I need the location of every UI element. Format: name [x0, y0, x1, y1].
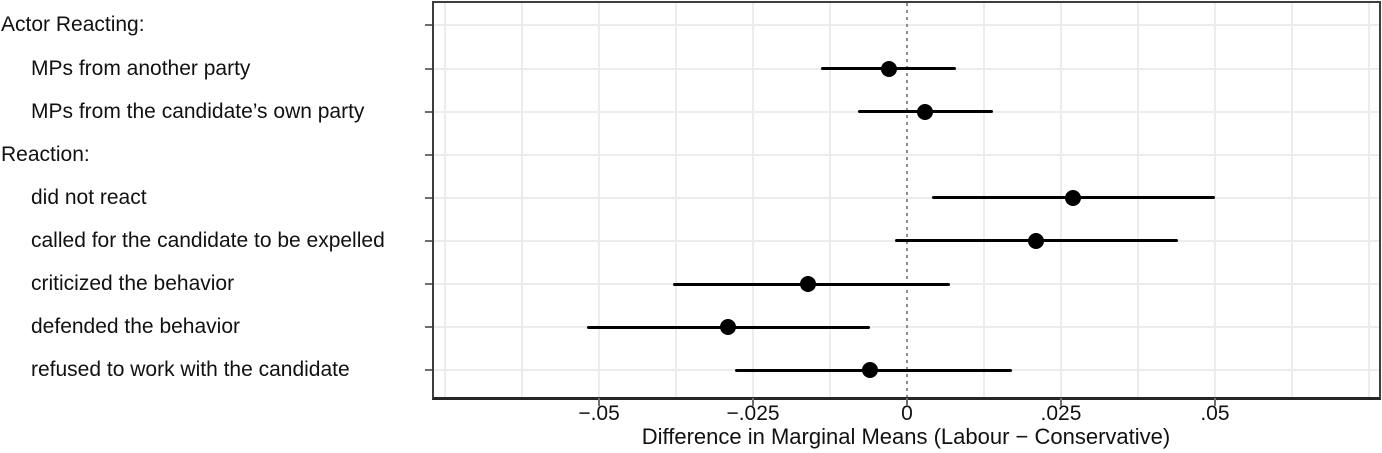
- grid-line-vertical: [444, 3, 447, 397]
- x-axis-tick: [1213, 398, 1216, 406]
- x-axis-tick-label: −.025: [726, 402, 780, 425]
- y-axis-tick: [425, 326, 434, 329]
- x-axis-tick-label: .05: [1200, 402, 1230, 425]
- row-label: called for the candidate to be expelled: [31, 228, 385, 252]
- zero-reference-line: [906, 3, 908, 397]
- grid-line-vertical: [1213, 3, 1216, 397]
- row-label: refused to work with the candidate: [31, 358, 350, 382]
- row-label: criticized the behavior: [31, 272, 235, 295]
- x-axis-tick: [598, 398, 601, 406]
- point-estimate: [720, 319, 737, 336]
- y-axis-tick: [425, 110, 434, 113]
- grid-line-vertical: [1059, 3, 1062, 397]
- y-axis-tick: [425, 369, 434, 372]
- grid-line-vertical: [982, 3, 985, 397]
- grid-line-vertical: [598, 3, 601, 397]
- x-axis-tick-label: −.05: [578, 402, 620, 425]
- point-estimate: [880, 60, 897, 77]
- y-axis-tick: [425, 24, 434, 27]
- point-estimate: [1028, 232, 1045, 249]
- grid-line-vertical: [1367, 3, 1370, 397]
- grid-line-vertical: [752, 3, 755, 397]
- row-label: MPs from another party: [31, 56, 251, 80]
- x-axis-title: Difference in Marginal Means (Labour − C…: [641, 424, 1171, 449]
- row-group-header: Actor Reacting:: [1, 13, 145, 37]
- y-axis-tick: [425, 239, 434, 242]
- point-estimate: [1065, 189, 1082, 206]
- grid-line-vertical: [1290, 3, 1293, 397]
- x-axis-tick: [906, 398, 908, 406]
- grid-line-vertical: [675, 3, 678, 397]
- y-axis-tick: [425, 283, 434, 285]
- y-axis-tick: [425, 67, 434, 70]
- point-estimate: [800, 276, 817, 292]
- row-label: MPs from the candidate’s own party: [31, 99, 365, 123]
- row-group-header: Reaction:: [1, 142, 90, 166]
- x-axis-tick-label: 0: [901, 402, 913, 425]
- x-axis-tick: [752, 398, 755, 406]
- row-label: defended the behavior: [31, 315, 241, 339]
- point-estimate: [917, 103, 934, 120]
- y-axis-tick: [425, 153, 434, 156]
- point-estimate: [862, 362, 879, 379]
- x-axis-tick-label: .025: [1040, 402, 1082, 425]
- x-axis-tick: [1059, 398, 1062, 406]
- y-axis-tick: [425, 196, 434, 199]
- row-label: did not react: [31, 185, 147, 209]
- grid-line-vertical: [829, 3, 831, 397]
- grid-line-vertical: [1136, 3, 1139, 397]
- grid-line-vertical: [521, 3, 524, 397]
